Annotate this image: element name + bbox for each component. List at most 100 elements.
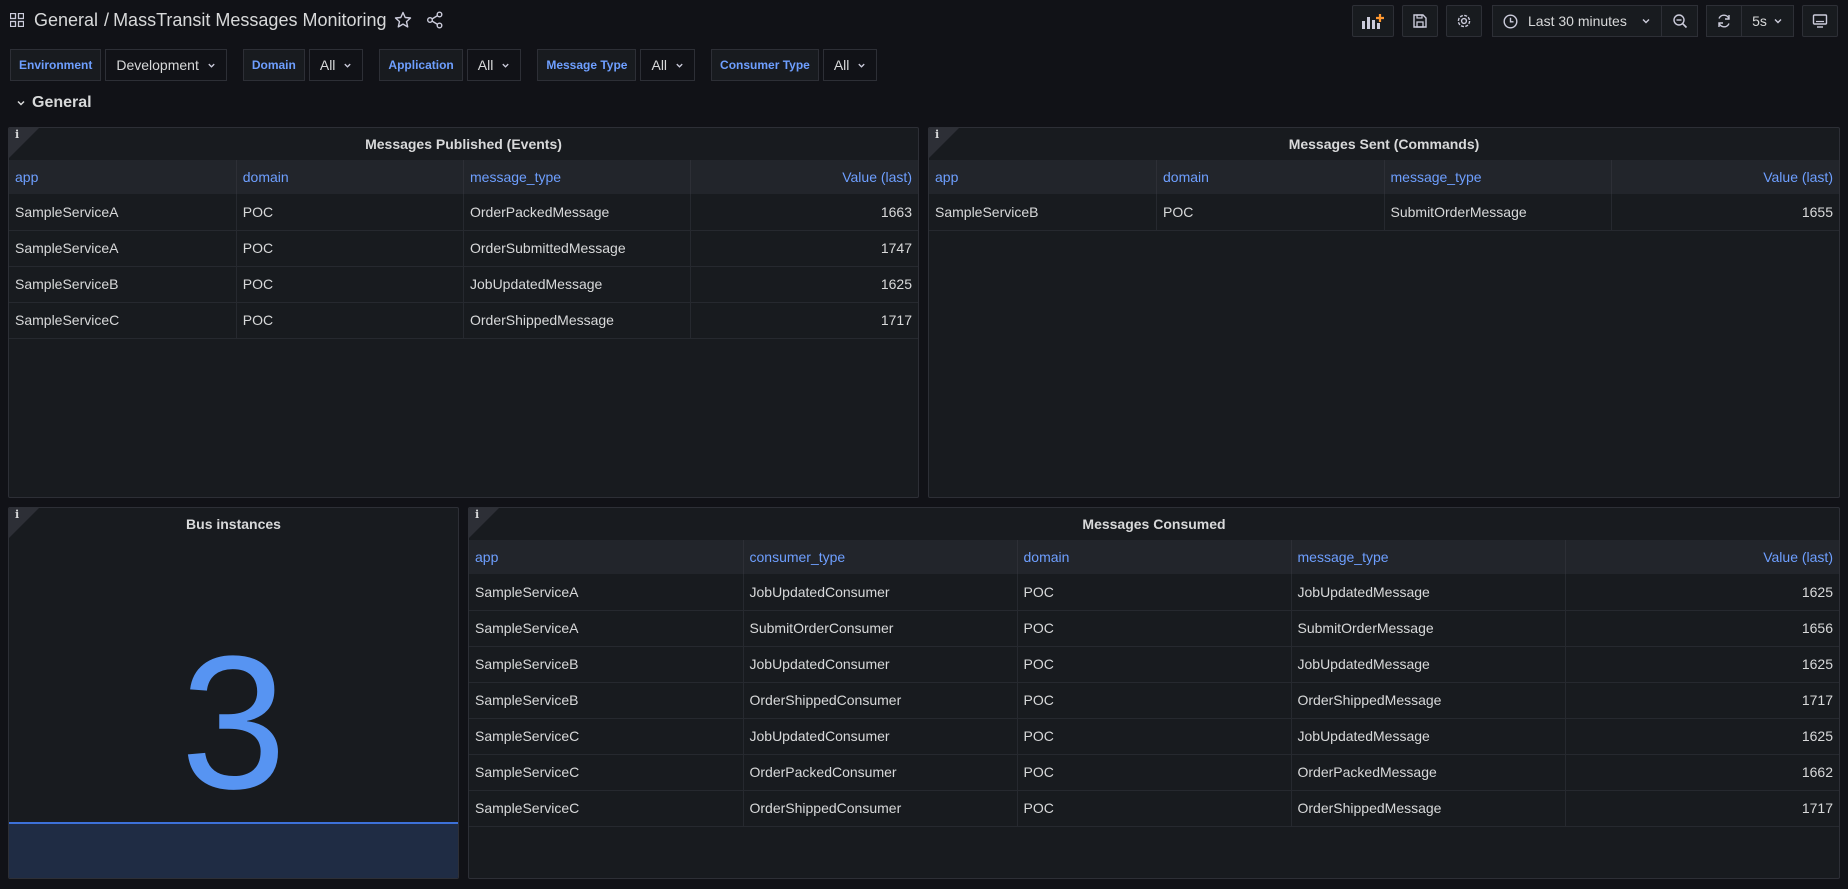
- breadcrumb-separator: /: [104, 10, 110, 30]
- table-row: SampleServiceB POC SubmitOrderMessage 16…: [929, 194, 1839, 231]
- add-panel-icon: [1362, 14, 1384, 29]
- table-cell: SubmitOrderMessage: [1384, 194, 1612, 231]
- panel-title[interactable]: Messages Sent (Commands): [1288, 136, 1480, 152]
- variable-select[interactable]: All: [466, 49, 522, 81]
- top-bar: General / MassTransit Messages Monitoring: [0, 0, 1848, 42]
- table-cell: 1747: [690, 230, 918, 267]
- column-header[interactable]: Value (last): [1565, 540, 1839, 574]
- clock-icon: [1503, 13, 1518, 29]
- row-title: General: [32, 94, 92, 111]
- refresh-button[interactable]: [1706, 5, 1742, 37]
- tv-mode-button[interactable]: [1802, 5, 1838, 37]
- stat-value: 3: [180, 617, 287, 829]
- share-icon[interactable]: [426, 11, 444, 29]
- column-header[interactable]: app: [9, 160, 237, 194]
- refresh-interval-label: 5s: [1752, 13, 1767, 29]
- table-header-row: app domain message_type Value (last): [9, 160, 918, 194]
- table-row: SampleServiceC OrderPackedConsumer POC O…: [469, 754, 1839, 791]
- table-cell: SampleServiceC: [469, 718, 744, 755]
- table-cell: JobUpdatedMessage: [1291, 646, 1566, 683]
- column-header[interactable]: app: [929, 160, 1157, 194]
- breadcrumb-folder[interactable]: General: [34, 10, 99, 30]
- table-cell: 1717: [1565, 790, 1839, 827]
- panel-title[interactable]: Messages Published (Events): [365, 136, 562, 152]
- column-header[interactable]: Value (last): [1611, 160, 1839, 194]
- table-cell: 1625: [1565, 646, 1839, 683]
- column-header[interactable]: consumer_type: [743, 540, 1018, 574]
- variable-label: Domain: [242, 49, 305, 81]
- panel-info-corner[interactable]: [469, 508, 499, 538]
- zoom-out-button[interactable]: [1662, 5, 1698, 37]
- table-cell: POC: [1017, 574, 1292, 611]
- table-cell: SampleServiceC: [469, 754, 744, 791]
- table-cell: SampleServiceA: [9, 230, 237, 267]
- time-range-picker[interactable]: Last 30 minutes: [1492, 5, 1662, 37]
- table-cell: JobUpdatedConsumer: [743, 646, 1018, 683]
- panel-title[interactable]: Bus instances: [186, 516, 281, 532]
- table-row: SampleServiceC JobUpdatedConsumer POC Jo…: [469, 718, 1839, 755]
- table-cell: 1625: [1565, 718, 1839, 755]
- variable-select[interactable]: All: [822, 49, 878, 81]
- panel-info-corner[interactable]: [9, 128, 39, 158]
- zoom-out-icon: [1672, 14, 1687, 29]
- panel-info-corner[interactable]: [9, 508, 39, 538]
- chevron-down-icon: [1774, 19, 1782, 24]
- column-header[interactable]: domain: [1017, 540, 1292, 574]
- refresh-icon: [1718, 14, 1730, 28]
- table-row: SampleServiceC POC OrderShippedMessage 1…: [9, 302, 918, 339]
- table-row: SampleServiceB JobUpdatedConsumer POC Jo…: [469, 646, 1839, 683]
- table-cell: POC: [236, 266, 465, 303]
- table-cell: JobUpdatedMessage: [1291, 718, 1566, 755]
- info-icon[interactable]: i: [15, 128, 20, 141]
- star-icon[interactable]: [394, 11, 412, 29]
- variable-select[interactable]: All: [640, 49, 696, 81]
- variable-environment: Environment Development: [10, 49, 227, 81]
- info-icon[interactable]: i: [935, 128, 940, 141]
- table-cell: SampleServiceC: [9, 302, 237, 339]
- variable-label: Message Type: [537, 49, 637, 81]
- dashboard-title[interactable]: MassTransit Messages Monitoring: [113, 10, 387, 30]
- row-header[interactable]: General: [16, 94, 92, 112]
- table-cell: OrderPackedConsumer: [743, 754, 1018, 791]
- variable-label: Consumer Type: [711, 49, 819, 81]
- save-button[interactable]: [1402, 5, 1438, 37]
- table-cell: POC: [1017, 646, 1292, 683]
- table-cell: POC: [1017, 754, 1292, 791]
- panel-title[interactable]: Messages Consumed: [1082, 516, 1226, 532]
- table-cell: SubmitOrderMessage: [1291, 610, 1566, 647]
- table-cell: JobUpdatedConsumer: [743, 718, 1018, 755]
- table-cell: POC: [1017, 682, 1292, 719]
- breadcrumb: General / MassTransit Messages Monitoring: [34, 10, 387, 31]
- grid-icon[interactable]: [10, 13, 24, 27]
- variable-select[interactable]: Development: [105, 49, 227, 81]
- panel-info-corner[interactable]: [929, 128, 959, 158]
- variable-label: Environment: [10, 49, 102, 81]
- column-header[interactable]: app: [469, 540, 744, 574]
- settings-button[interactable]: [1446, 5, 1482, 37]
- table-cell: SampleServiceC: [469, 790, 744, 827]
- data-table: app consumer_type domain message_type Va…: [469, 540, 1839, 827]
- tv-mode-icon: [1812, 14, 1828, 28]
- table-cell: SampleServiceA: [9, 194, 237, 231]
- table-cell: 1662: [1565, 754, 1839, 791]
- column-header[interactable]: domain: [236, 160, 465, 194]
- chevron-down-icon: [344, 63, 352, 68]
- info-icon[interactable]: i: [475, 508, 480, 521]
- table-header-row: app consumer_type domain message_type Va…: [469, 540, 1839, 574]
- info-icon[interactable]: i: [15, 508, 20, 521]
- table-header-row: app domain message_type Value (last): [929, 160, 1839, 194]
- variable-select[interactable]: All: [308, 49, 364, 81]
- column-header[interactable]: message_type: [1291, 540, 1566, 574]
- column-header[interactable]: message_type: [1384, 160, 1612, 194]
- column-header[interactable]: Value (last): [690, 160, 918, 194]
- refresh-interval-picker[interactable]: 5s: [1742, 5, 1794, 37]
- variable-value: All: [651, 57, 668, 73]
- variable-domain: Domain All: [242, 49, 364, 81]
- add-panel-button[interactable]: [1352, 5, 1394, 37]
- table-cell: OrderShippedConsumer: [743, 790, 1018, 827]
- column-header[interactable]: domain: [1156, 160, 1385, 194]
- time-range-label: Last 30 minutes: [1528, 13, 1627, 29]
- variable-consumer-type: Consumer Type All: [711, 49, 878, 81]
- panel-bus-instances: i Bus instances 3: [8, 507, 459, 879]
- column-header[interactable]: message_type: [463, 160, 692, 194]
